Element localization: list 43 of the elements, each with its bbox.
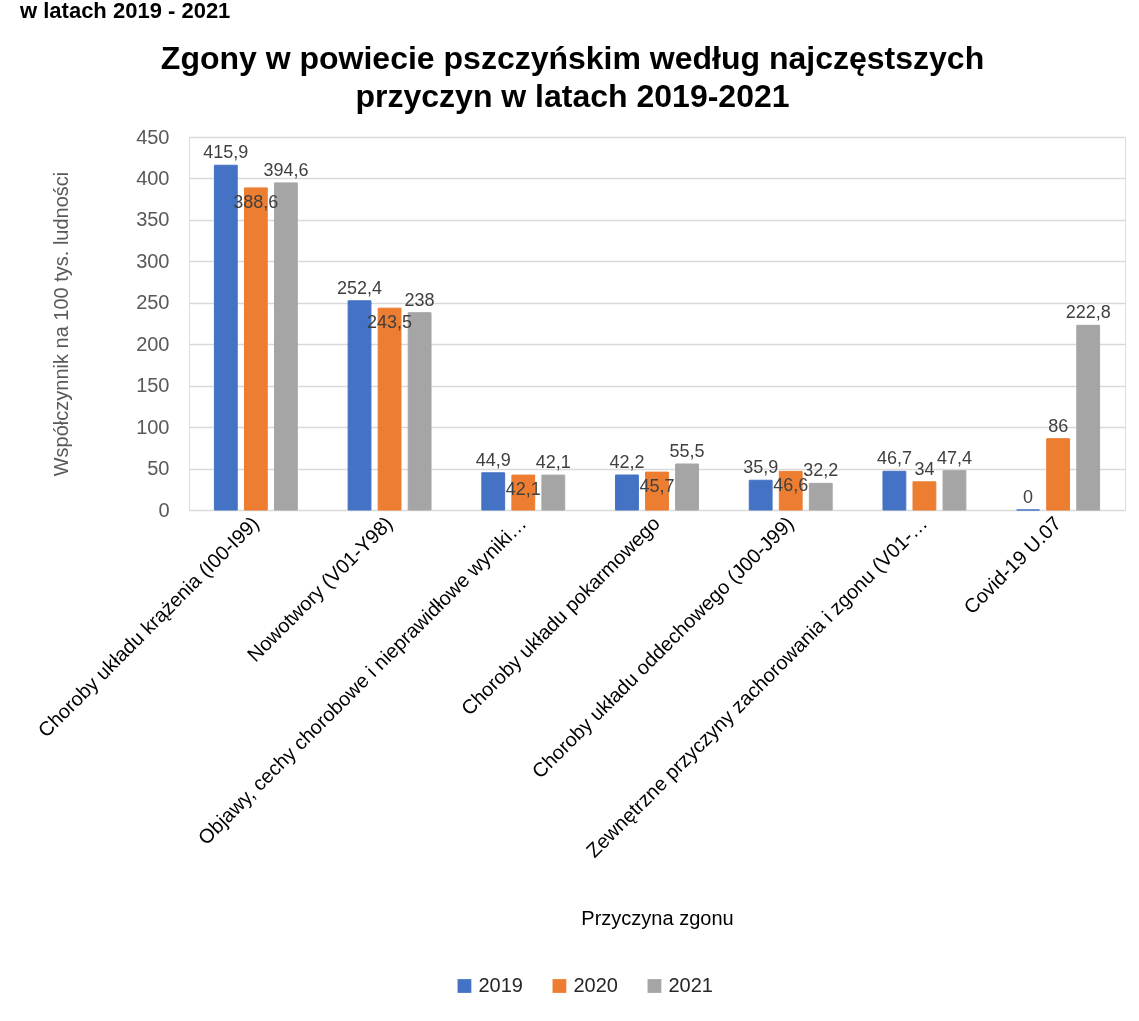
bar — [481, 472, 506, 511]
legend-label: 2021 — [668, 974, 713, 996]
data-label: 0 — [1023, 487, 1034, 507]
y-tick-label: 350 — [136, 208, 170, 231]
y-tick-label: 250 — [136, 291, 170, 314]
bar — [675, 463, 699, 511]
bar — [748, 479, 773, 511]
y-tick-label: 150 — [136, 374, 170, 397]
data-label: 42,1 — [535, 452, 571, 473]
y-tick-label: 50 — [147, 457, 170, 480]
y-tick-label: 300 — [136, 249, 170, 272]
y-tick-label: 400 — [136, 166, 170, 189]
data-label: 44,9 — [475, 449, 511, 470]
legend-label: 2020 — [573, 974, 618, 996]
y-axis-title: Współczynnik na 100 tys. ludności — [50, 171, 73, 477]
data-label: 55,5 — [669, 441, 705, 461]
data-label: 34 — [914, 458, 935, 479]
x-axis-title: Przyczyna zgonu — [581, 906, 734, 929]
y-tick-label: 100 — [136, 415, 170, 438]
bar — [541, 474, 566, 511]
data-label: 415,9 — [203, 142, 249, 163]
data-label: 47,4 — [936, 447, 972, 468]
bar — [1046, 438, 1071, 511]
data-label: 42,2 — [609, 452, 645, 473]
bar — [615, 474, 639, 511]
data-label: 394,6 — [263, 159, 309, 180]
data-label: 46,7 — [876, 448, 912, 469]
y-tick-label: 450 — [136, 125, 170, 148]
data-label: 35,9 — [743, 457, 779, 478]
y-tick-label: 200 — [136, 332, 170, 355]
y-tick-label: 0 — [158, 498, 170, 521]
data-label: 222,8 — [1065, 302, 1111, 323]
chart-title: Zgony w powiecie pszczyńskim według najczęstszych przyczyn w latach 2019-2021 — [160, 40, 985, 114]
bar — [942, 470, 967, 511]
bar — [1076, 324, 1101, 511]
bar — [808, 482, 833, 511]
legend-label: 2019 — [478, 974, 523, 996]
data-label: 86 — [1048, 415, 1069, 436]
bar — [912, 481, 937, 511]
bar — [882, 470, 907, 511]
data-label: 252,4 — [337, 277, 383, 298]
data-label: 238 — [404, 289, 435, 310]
text: w latach 2019 - 2021 — [19, 0, 231, 23]
